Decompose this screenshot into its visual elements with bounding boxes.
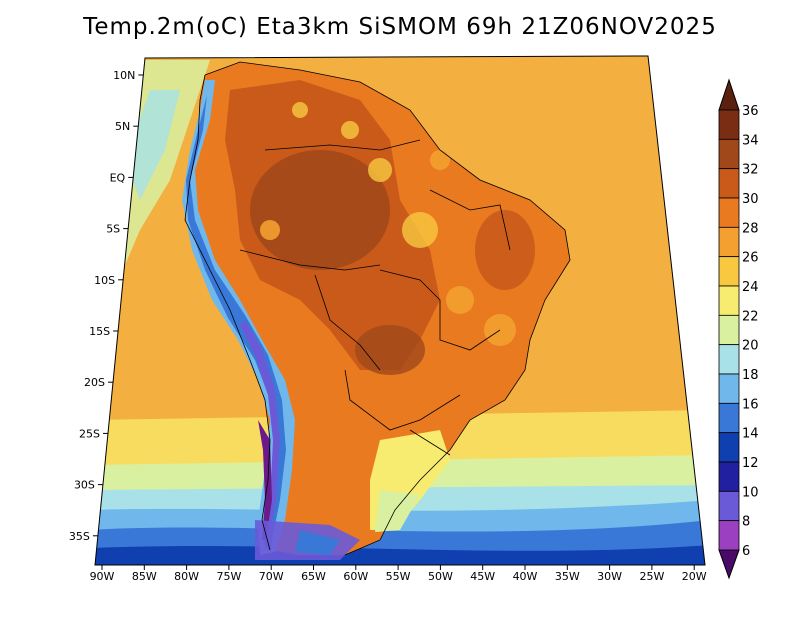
lon-label: 20W <box>682 570 707 583</box>
lon-label: 30W <box>597 570 622 583</box>
colorbar-label: 26 <box>742 251 759 266</box>
colorbar-segment <box>718 226 740 258</box>
colorbar-segment <box>718 256 740 287</box>
colorbar-label: 30 <box>742 192 759 207</box>
colorbar-segment <box>718 520 740 551</box>
lat-label: 15S <box>89 325 110 338</box>
lat-label: 10S <box>94 274 115 287</box>
colorbar-segment <box>718 197 740 228</box>
lat-label: 5N <box>115 120 130 133</box>
lon-label: 25W <box>639 570 664 583</box>
lon-label: 65W <box>301 570 326 583</box>
longitude-axis: 90W 85W 80W 75W 70W 65W 60W 55W 50W 45W 40W 35W 30W 2… <box>90 565 707 583</box>
colorbar-label: 24 <box>742 280 759 295</box>
colorbar-segment <box>718 109 740 140</box>
lat-label: 35S <box>69 530 90 543</box>
lon-label: 40W <box>513 570 538 583</box>
map-title: Temp.2m(oC) Eta3km SiSMOM 69h 21Z06NOV20… <box>83 14 717 40</box>
lon-label: 75W <box>216 570 241 583</box>
lat-label: 25S <box>79 427 100 440</box>
colorbar-label: 6 <box>742 544 750 559</box>
lon-label: 90W <box>90 570 115 583</box>
colorbar-segment <box>718 138 740 170</box>
colorbar-label: 18 <box>742 368 759 383</box>
lat-label: 20S <box>84 376 105 389</box>
colorbar-top-arrow <box>718 78 740 111</box>
lon-label: 50W <box>428 570 453 583</box>
colorbar-segment <box>718 373 740 404</box>
colorbar: 36 34 32 30 28 26 24 22 20 18 16 14 12 10 8 6 <box>718 78 759 580</box>
colorbar-label: 8 <box>742 515 750 530</box>
lon-label: 35W <box>555 570 580 583</box>
colorbar-label: 36 <box>742 104 759 119</box>
colorbar-label: 20 <box>742 339 759 354</box>
lat-label: 5S <box>106 223 120 236</box>
lon-label: 55W <box>386 570 411 583</box>
colorbar-segment <box>718 490 740 522</box>
colorbar-segment <box>718 344 740 375</box>
lon-label: 80W <box>174 570 199 583</box>
colorbar-segment <box>718 432 740 463</box>
colorbar-label: 10 <box>742 485 759 500</box>
lat-label: 10N <box>113 69 135 82</box>
domain-border <box>94 55 706 566</box>
lat-label: 30S <box>74 479 95 492</box>
lat-label: EQ <box>110 171 126 184</box>
lon-label: 60W <box>343 570 368 583</box>
colorbar-label: 22 <box>742 309 759 324</box>
colorbar-label: 28 <box>742 221 759 236</box>
colorbar-label: 34 <box>742 133 759 148</box>
colorbar-segment <box>718 168 740 199</box>
colorbar-segment <box>718 461 740 492</box>
lon-label: 45W <box>470 570 495 583</box>
colorbar-bottom-arrow <box>718 549 740 580</box>
temperature-field <box>95 56 705 565</box>
latitude-axis: 10N 5N EQ 5S 10S 15S 20S 25S 30S 35S <box>69 69 144 543</box>
colorbar-segment <box>718 314 740 346</box>
lon-label: 85W <box>132 570 157 583</box>
colorbar-label: 14 <box>742 427 759 442</box>
political-borders <box>184 61 571 556</box>
lon-label: 70W <box>259 570 284 583</box>
colorbar-segment <box>718 402 740 434</box>
colorbar-label: 32 <box>742 163 759 178</box>
colorbar-label: 16 <box>742 397 759 412</box>
colorbar-label: 12 <box>742 456 759 471</box>
colorbar-segment <box>718 285 740 316</box>
